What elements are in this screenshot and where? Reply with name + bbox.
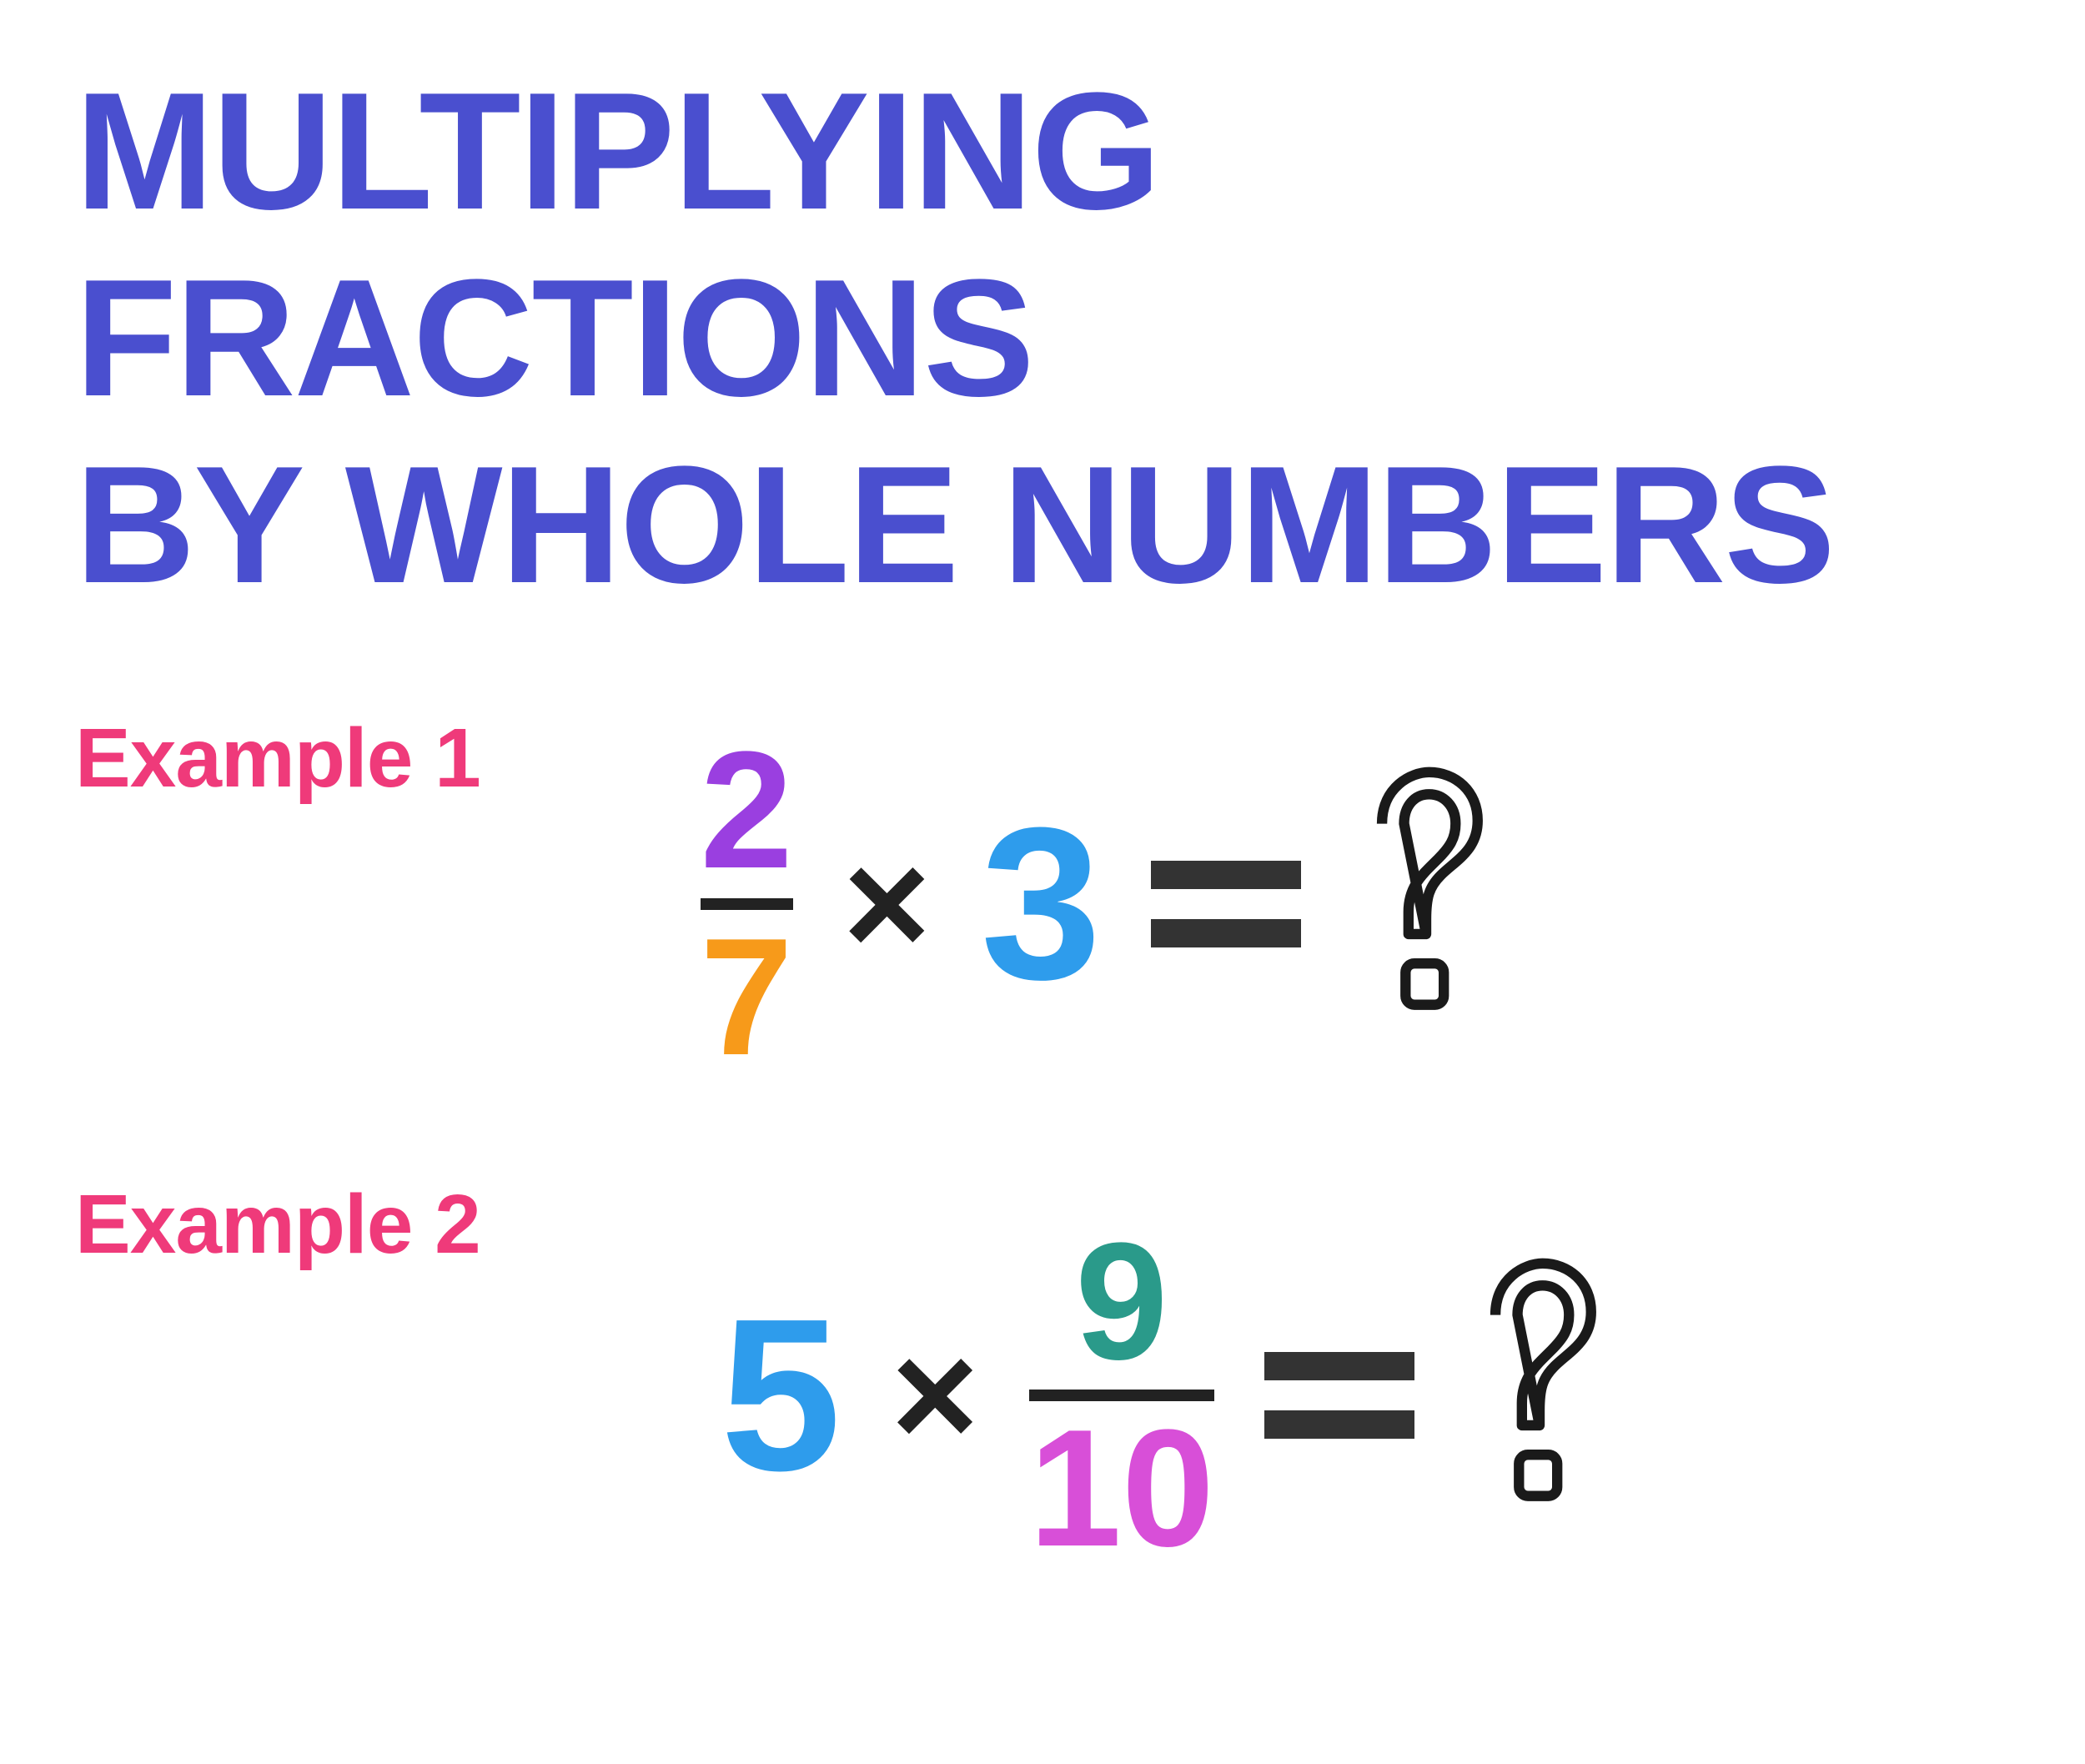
fraction-2-over-7: 2 7 xyxy=(701,731,793,1077)
question-mark-icon xyxy=(1351,765,1501,1043)
times-operator: × xyxy=(892,1320,979,1470)
whole-number-5: 5 xyxy=(721,1287,842,1504)
equals-line xyxy=(1264,1352,1414,1380)
title-line-1: MULTIPLYING FRACTIONS xyxy=(75,58,2010,432)
equals-sign xyxy=(1264,1352,1414,1439)
equals-line xyxy=(1151,919,1301,947)
example-1: Example 1 2 7 × 3 xyxy=(75,711,2010,1077)
example-2-equation: 5 × 9 10 xyxy=(75,1223,2010,1568)
denominator: 7 xyxy=(701,918,793,1077)
question-mark-icon xyxy=(1465,1256,1615,1535)
title-line-2: BY WHOLE NUMBERS xyxy=(75,432,2010,619)
fraction-9-over-10: 9 10 xyxy=(1029,1223,1214,1568)
equals-sign xyxy=(1151,861,1301,947)
whole-number-3: 3 xyxy=(981,796,1102,1013)
denominator: 10 xyxy=(1029,1410,1214,1568)
equals-line xyxy=(1264,1410,1414,1439)
equals-line xyxy=(1151,861,1301,889)
example-2: Example 2 5 × 9 10 xyxy=(75,1177,2010,1568)
times-operator: × xyxy=(843,829,931,979)
numerator: 9 xyxy=(1075,1223,1168,1381)
numerator: 2 xyxy=(701,731,793,890)
page-title: MULTIPLYING FRACTIONS BY WHOLE NUMBERS xyxy=(75,58,2010,619)
